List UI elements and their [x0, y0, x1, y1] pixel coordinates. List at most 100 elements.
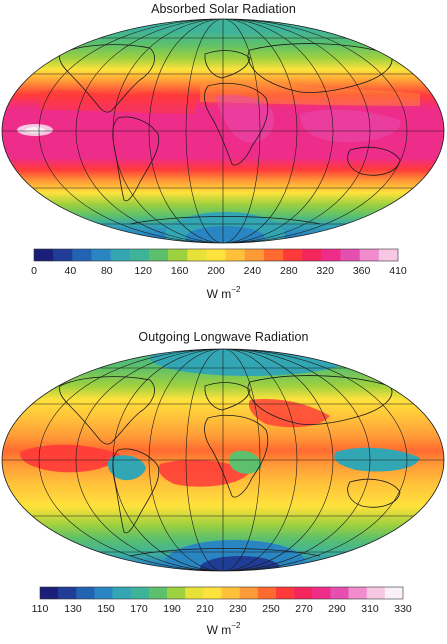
colorbar-tick-label: 280 — [280, 265, 298, 276]
coastline-africa — [204, 414, 269, 498]
colorbar-tick-label: 40 — [65, 265, 77, 276]
coastline-antarctica — [129, 548, 321, 557]
unit-text: W m — [206, 287, 232, 301]
absorbed-solar-map — [1, 18, 445, 244]
colorbar-swatch — [187, 249, 207, 261]
colorbar-swatch — [239, 587, 259, 599]
colorbar-swatch — [378, 249, 399, 261]
colorbar-tick-label: 330 — [394, 603, 412, 614]
coastline-australia — [347, 478, 401, 508]
colorbar-tick-label: 130 — [64, 603, 82, 614]
colorbar-swatch — [168, 249, 188, 261]
colorbar-swatch — [91, 249, 111, 261]
colorbar-swatch — [321, 249, 341, 261]
absorbed-solar-unit: W m−2 — [0, 285, 447, 301]
colorbar-swatch — [206, 249, 226, 261]
coastline-south-america — [112, 448, 160, 534]
colorbar-tick-label: 190 — [163, 603, 181, 614]
outgoing-longwave-panel: Outgoing Longwave Radiation — [0, 318, 447, 644]
colorbar-swatch — [148, 249, 169, 261]
antarctic-field — [185, 226, 265, 243]
outgoing-longwave-unit: W m−2 — [0, 621, 447, 637]
colorbar-swatch — [263, 249, 284, 261]
map-border — [1, 18, 445, 244]
coastline-antarctica — [129, 216, 321, 225]
unit-text: W m — [206, 623, 232, 637]
field-anomaly — [19, 444, 120, 473]
colorbar-tick-label: 80 — [101, 265, 113, 276]
colorbar-swatch — [275, 587, 295, 599]
map-border — [1, 348, 445, 572]
field-anomaly — [158, 459, 250, 487]
coastline-north-america — [59, 376, 155, 445]
panel-title: Outgoing Longwave Radiation — [138, 330, 309, 344]
colorbar-swatch — [185, 587, 204, 599]
colorbar-swatch — [294, 587, 313, 599]
colorbar-swatch — [110, 249, 131, 261]
colorbar-tick-label: 320 — [316, 265, 334, 276]
colorbar-swatch — [283, 249, 303, 261]
colorbar-tick-label: 250 — [262, 603, 280, 614]
field-anomaly — [107, 455, 146, 481]
panel-title: Absorbed Solar Radiation — [151, 2, 296, 16]
colorbar-swatch — [359, 249, 380, 261]
arctic-field — [150, 349, 350, 376]
colorbar-swatch — [366, 587, 386, 599]
colorbar-swatch — [76, 587, 95, 599]
colorbar-tick-label: 110 — [32, 603, 49, 614]
colorbar-swatch — [129, 249, 150, 261]
colorbar-swatch — [312, 587, 331, 599]
colorbar-tick-label: 150 — [97, 603, 115, 614]
colorbar-swatch — [58, 587, 77, 599]
colorbar-tick-label: 270 — [295, 603, 313, 614]
colorbar-tick-label: 310 — [361, 603, 379, 614]
field-anomaly — [334, 447, 420, 472]
field-anomaly — [300, 109, 401, 143]
outgoing-longwave-colorbar: 110 130 150 170 190 210 230 250 270 290 310 330 — [32, 586, 412, 614]
coastline-europe — [204, 50, 251, 79]
coastline-asia — [247, 375, 393, 425]
colorbar-swatch — [330, 587, 349, 599]
colorbar-tick-label: 0 — [31, 265, 37, 276]
colorbar-swatch — [225, 249, 246, 261]
colorbar-swatch — [302, 249, 322, 261]
colorbar-tick-label: 290 — [328, 603, 346, 614]
colorbar-swatch — [348, 587, 367, 599]
coastline-africa — [204, 82, 269, 166]
colorbar-swatch — [40, 587, 59, 599]
colorbar-tick-label: 360 — [353, 265, 371, 276]
coastline-europe — [204, 382, 251, 411]
colorbar-swatch — [130, 587, 150, 599]
colorbar-swatch — [34, 249, 54, 261]
colorbar-swatch — [72, 249, 92, 261]
absorbed-solar-colorbar: 0 40 80 120 160 200 240 280 320 360 410 — [31, 248, 407, 276]
colorbar-swatch — [244, 249, 265, 261]
colorbar-swatch — [257, 587, 277, 599]
colorbar-border — [39, 586, 404, 600]
coastlines — [59, 375, 401, 557]
colorbar-swatch — [148, 587, 168, 599]
colorbar-tick-label: 240 — [244, 265, 262, 276]
colorbar-border — [33, 248, 399, 262]
colorbar-swatch — [167, 587, 186, 599]
colorbar-tick-label: 410 — [389, 265, 407, 276]
colorbar-swatch — [384, 587, 404, 599]
colorbar-tick-label: 170 — [130, 603, 148, 614]
field-anomaly — [229, 450, 262, 474]
coastline-australia — [347, 146, 401, 176]
field-anomaly — [40, 89, 195, 114]
colorbar-swatch — [94, 587, 113, 599]
colorbar-swatch — [221, 587, 240, 599]
colorbar-swatch — [53, 249, 73, 261]
outgoing-longwave-map — [1, 348, 445, 572]
colorbar-tick-label: 160 — [171, 265, 189, 276]
colorbar-tick-label: 230 — [229, 603, 247, 614]
colorbar-swatch — [203, 587, 222, 599]
unit-exponent: −2 — [231, 285, 241, 294]
colorbar-tick-label: 210 — [196, 603, 214, 614]
colorbar-swatch — [340, 249, 360, 261]
colorbar-tick-label: 120 — [134, 265, 152, 276]
field-anomaly — [248, 398, 330, 428]
absorbed-solar-panel: Absorbed Solar Radiation — [0, 0, 447, 318]
field-minimum-patch — [25, 127, 45, 133]
